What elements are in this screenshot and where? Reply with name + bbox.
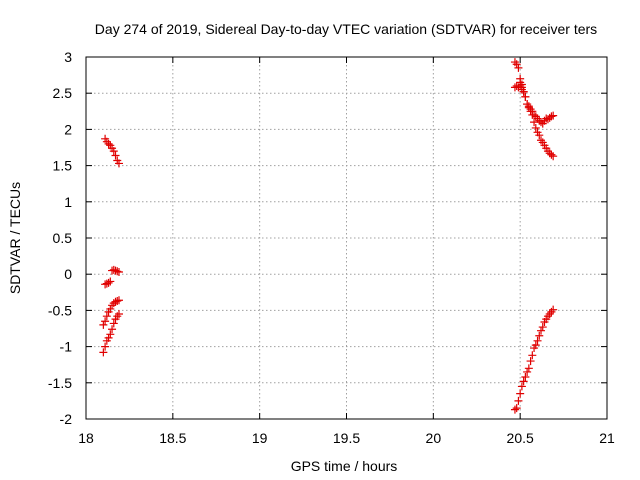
data-point	[521, 92, 530, 101]
y-tick-label: -1	[60, 339, 73, 355]
y-tick-label: -1.5	[48, 375, 72, 391]
data-point	[542, 114, 551, 123]
data-point	[549, 111, 558, 120]
data-point	[537, 136, 546, 145]
x-tick-label: 20.5	[507, 430, 534, 446]
data-point	[524, 364, 533, 373]
y-tick-label: -2	[60, 411, 73, 427]
data-point	[102, 312, 111, 321]
chart-title: Day 274 of 2019, Sidereal Day-to-day VTE…	[95, 21, 597, 37]
y-tick-label: 3	[64, 49, 72, 65]
data-point	[537, 118, 546, 127]
data-point	[514, 396, 523, 405]
y-tick-label: 1.5	[53, 158, 73, 174]
y-tick-label: 2	[64, 121, 72, 137]
data-point	[523, 100, 532, 109]
data-point	[530, 110, 539, 119]
x-tick-label: 19.5	[333, 430, 360, 446]
data-point	[106, 304, 115, 313]
data-point	[531, 112, 540, 121]
x-tick-label: 18	[78, 430, 94, 446]
data-point	[99, 320, 108, 329]
data-point	[108, 325, 117, 334]
data-point	[538, 323, 547, 332]
y-tick-label: 2.5	[53, 85, 73, 101]
data-point	[516, 81, 525, 90]
data-point	[104, 278, 113, 287]
x-tick-label: 21	[599, 430, 615, 446]
data-point	[510, 405, 519, 414]
data-point	[102, 279, 111, 288]
data-point	[104, 139, 113, 148]
data-point	[531, 341, 540, 350]
data-point	[537, 326, 546, 335]
y-tick-label: -0.5	[48, 302, 72, 318]
grid-lines	[86, 57, 607, 419]
data-point	[528, 351, 537, 360]
axis-ticks: 18 18.5 19 19.5 20 20.5 21 -2 -1.5 -1 -0.5 0 0.5 1 1.5…	[48, 49, 615, 446]
data-point	[101, 280, 110, 289]
y-axis-label: SDTVAR / TECUs	[7, 182, 23, 294]
data-point	[114, 268, 123, 277]
data-point	[533, 114, 542, 123]
data-point	[104, 333, 113, 342]
data-point	[547, 112, 556, 121]
y-tick-label: 1	[64, 194, 72, 210]
data-point	[113, 296, 122, 305]
y-tick-label: 0.5	[53, 230, 73, 246]
data-point	[512, 60, 521, 69]
x-tick-label: 20	[426, 430, 442, 446]
data-point	[533, 336, 542, 345]
data-point	[108, 301, 117, 310]
data-point	[111, 266, 120, 275]
data-point	[101, 342, 110, 351]
x-tick-label: 18.5	[159, 430, 186, 446]
data-point	[512, 404, 521, 413]
data-point	[114, 159, 123, 168]
data-point	[549, 152, 558, 161]
y-tick-label: 0	[64, 266, 72, 282]
data-point	[114, 296, 123, 305]
data-point	[514, 63, 523, 72]
data-point	[109, 319, 118, 328]
data-point	[528, 107, 537, 116]
data-point	[106, 277, 115, 286]
data-point	[547, 307, 556, 316]
data-point	[111, 151, 120, 160]
data-point	[111, 297, 120, 306]
x-tick-label: 19	[252, 430, 268, 446]
data-point	[109, 265, 118, 274]
data-point	[510, 58, 519, 67]
data-point	[526, 357, 535, 366]
data-point	[523, 367, 532, 376]
data-point	[530, 118, 539, 127]
data-point	[101, 317, 110, 326]
data-point	[516, 389, 525, 398]
x-axis-label: GPS time / hours	[291, 458, 398, 474]
plot-frame	[85, 56, 608, 420]
data-point	[109, 147, 118, 156]
data-point	[521, 373, 530, 382]
data-point	[99, 348, 108, 357]
data-point	[535, 131, 544, 140]
data-point	[114, 310, 123, 319]
data-point	[535, 331, 544, 340]
data-point	[519, 377, 528, 386]
data-points	[99, 58, 558, 414]
data-point	[549, 305, 558, 314]
data-point	[519, 87, 528, 96]
data-point	[517, 382, 526, 391]
data-point	[517, 85, 526, 94]
data-point	[106, 330, 115, 339]
data-point	[531, 123, 540, 132]
data-point	[545, 310, 554, 319]
data-point	[113, 267, 122, 276]
data-point	[547, 150, 556, 159]
